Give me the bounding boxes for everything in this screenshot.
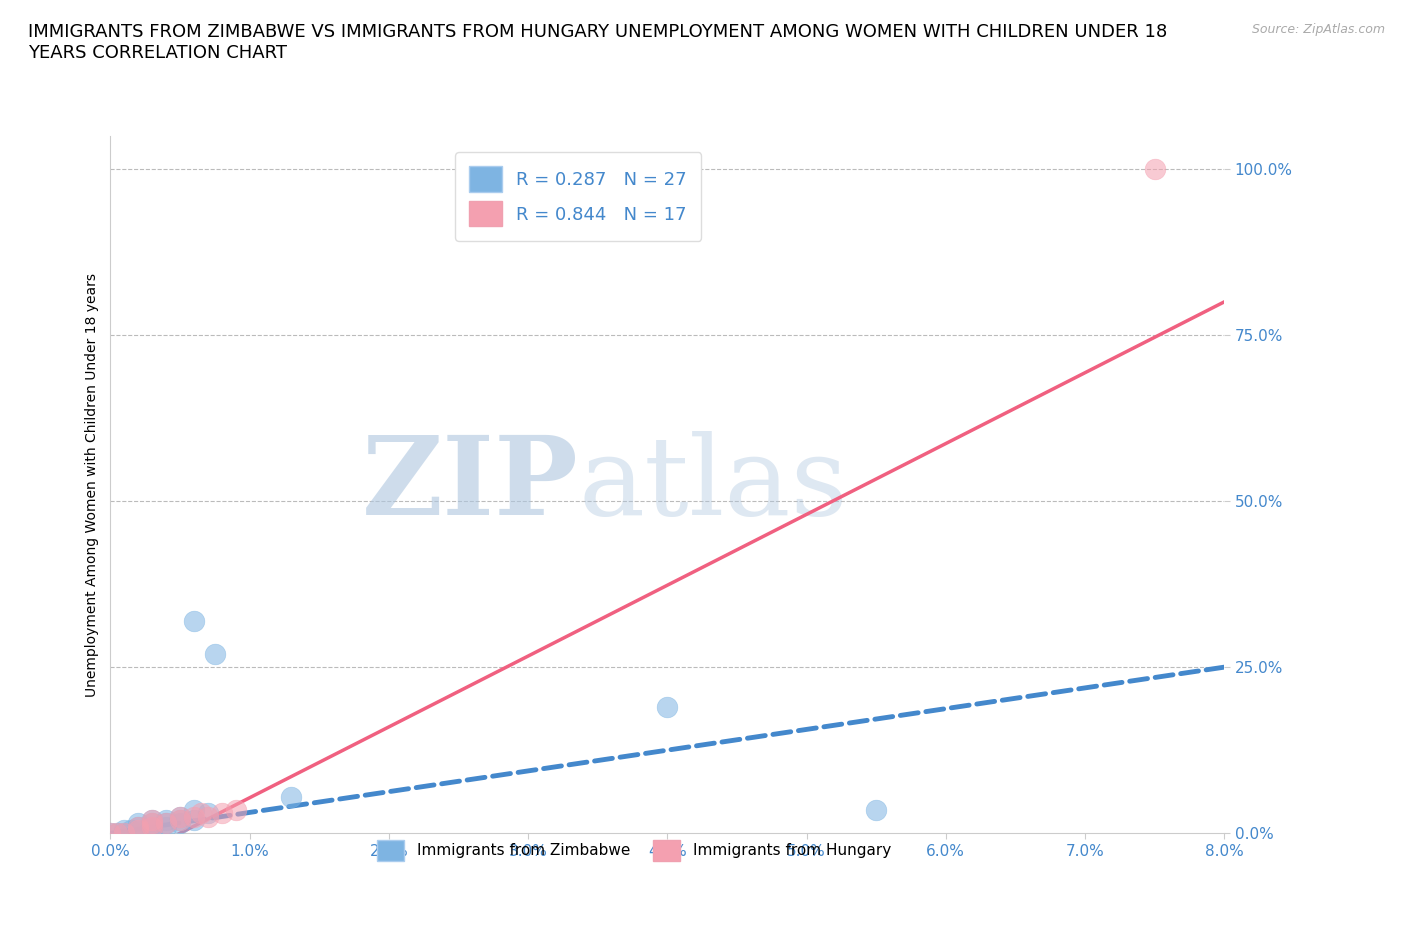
Point — [183, 809, 205, 824]
Point — [1143, 162, 1166, 177]
Point — [141, 816, 163, 830]
Point — [169, 816, 191, 830]
Text: ZIP: ZIP — [361, 431, 578, 538]
Point — [105, 826, 128, 841]
Text: IMMIGRANTS FROM ZIMBABWE VS IMMIGRANTS FROM HUNGARY UNEMPLOYMENT AMONG WOMEN WIT: IMMIGRANTS FROM ZIMBABWE VS IMMIGRANTS F… — [28, 23, 1167, 62]
Point — [197, 805, 219, 820]
Point — [169, 813, 191, 828]
Point — [183, 813, 205, 828]
Point — [169, 809, 191, 824]
Point — [141, 813, 163, 828]
Point — [169, 809, 191, 824]
Point — [657, 699, 679, 714]
Point — [127, 819, 149, 834]
Point — [100, 826, 122, 841]
Point — [155, 816, 177, 830]
Point — [141, 819, 163, 834]
Point — [155, 813, 177, 828]
Point — [127, 816, 149, 830]
Point — [105, 826, 128, 841]
Text: atlas: atlas — [578, 431, 848, 538]
Point — [127, 826, 149, 841]
Point — [141, 819, 163, 834]
Point — [127, 822, 149, 837]
Point — [141, 816, 163, 830]
Point — [211, 805, 233, 820]
Point — [100, 826, 122, 841]
Point — [865, 803, 887, 817]
Legend: Immigrants from Zimbabwe, Immigrants from Hungary: Immigrants from Zimbabwe, Immigrants fro… — [371, 833, 897, 868]
Point — [155, 819, 177, 834]
Point — [112, 826, 135, 841]
Point — [225, 803, 247, 817]
Point — [120, 822, 142, 837]
Point — [127, 822, 149, 837]
Point — [155, 816, 177, 830]
Point — [183, 613, 205, 628]
Point — [141, 813, 163, 828]
Point — [197, 809, 219, 824]
Point — [190, 805, 212, 820]
Point — [169, 813, 191, 828]
Y-axis label: Unemployment Among Women with Children Under 18 years: Unemployment Among Women with Children U… — [86, 272, 100, 697]
Point — [280, 790, 302, 804]
Point — [112, 826, 135, 841]
Point — [112, 822, 135, 837]
Point — [183, 803, 205, 817]
Text: Source: ZipAtlas.com: Source: ZipAtlas.com — [1251, 23, 1385, 36]
Point — [204, 646, 226, 661]
Point — [141, 822, 163, 837]
Point — [127, 819, 149, 834]
